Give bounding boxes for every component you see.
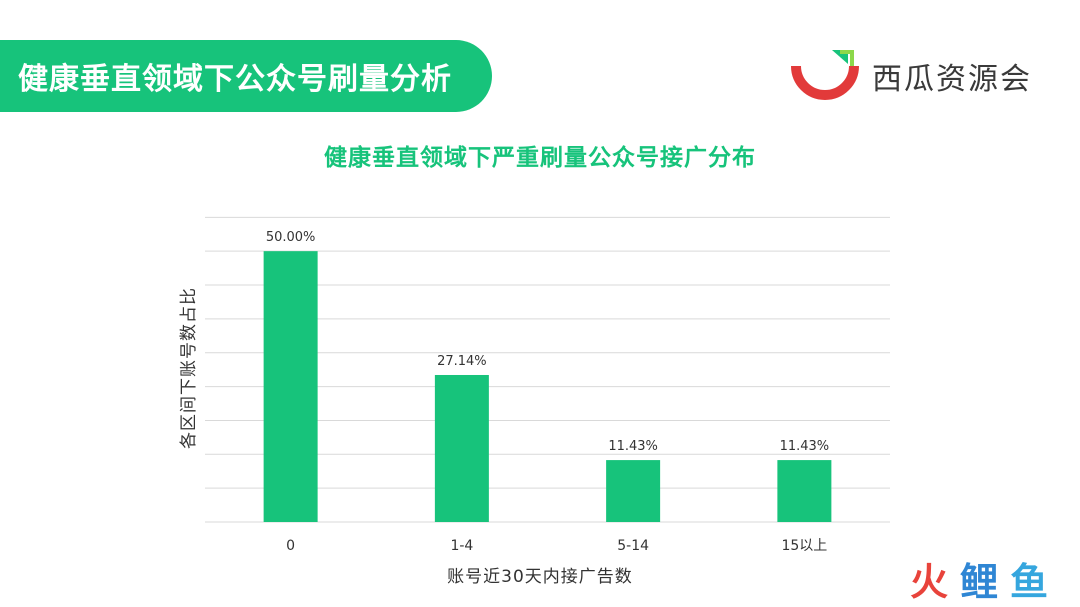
watermark-char: 鱼	[1010, 560, 1049, 604]
watermark-char: 鲤	[960, 560, 999, 604]
x-tick-label: 0	[286, 538, 295, 554]
watermark-logo: 火 鲤 鱼	[910, 560, 1070, 604]
data-label: 11.43%	[780, 439, 830, 454]
x-tick-label: 5-14	[617, 538, 649, 554]
y-axis-label: 各区间下账号数占比	[179, 287, 199, 449]
data-label: 50.00%	[266, 230, 316, 245]
chart-title: 健康垂直领域下严重刷量公众号接广分布	[324, 145, 756, 171]
logo-text: 西瓜资源会	[872, 62, 1032, 97]
x-tick-label: 15以上	[781, 538, 827, 554]
logo: 西瓜资源会	[790, 44, 1050, 104]
bar	[263, 251, 318, 522]
bar	[434, 374, 489, 522]
x-tick-label: 1-4	[450, 538, 473, 554]
watermark-char: 火	[910, 560, 949, 604]
watermelon-logo-icon	[791, 50, 859, 100]
data-label: 27.14%	[437, 354, 487, 369]
title-banner: 健康垂直领域下公众号刷量分析	[0, 40, 492, 112]
x-axis-label: 账号近30天内接广告数	[447, 567, 633, 587]
banner-title: 健康垂直领域下公众号刷量分析	[18, 62, 452, 97]
bar	[777, 460, 832, 522]
data-label: 11.43%	[608, 439, 658, 454]
bar	[606, 460, 661, 522]
